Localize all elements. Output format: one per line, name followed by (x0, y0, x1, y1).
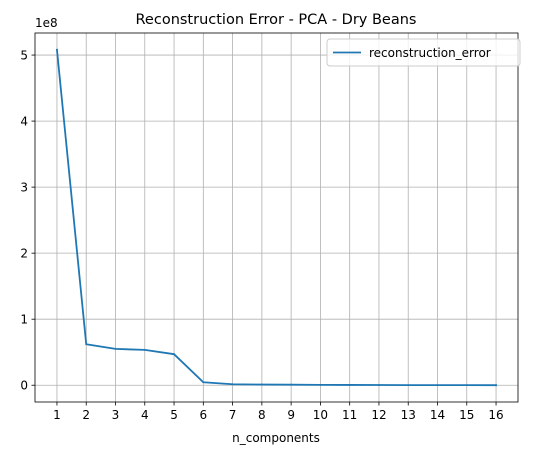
x-tick-label: 15 (459, 408, 474, 422)
legend-label: reconstruction_error (369, 46, 491, 60)
data-point (436, 384, 439, 386)
x-tick-label: 6 (199, 408, 207, 422)
data-point (465, 384, 468, 387)
x-tick-label: 5 (170, 408, 178, 422)
plot-lines (55, 48, 497, 387)
x-ticks: 1 2 3 4 5 6 7 8 9 10 11 12 13 14 15 16 (53, 402, 504, 422)
y-tick-label: 4 (20, 115, 28, 129)
data-point (85, 343, 88, 346)
data-point (495, 384, 497, 387)
data-point (378, 384, 380, 386)
data-point (407, 384, 410, 386)
data-point (290, 383, 293, 386)
x-tick-label: 12 (371, 408, 386, 422)
data-point (114, 348, 117, 350)
grid-lines (35, 33, 518, 402)
x-tick-label: 16 (488, 408, 503, 422)
y-offset-label: 1e8 (35, 16, 58, 30)
plot-frame (34, 32, 519, 403)
x-tick-label: 10 (313, 408, 328, 422)
x-tick-label: 14 (430, 408, 445, 422)
y-tick-label: 3 (20, 181, 28, 195)
data-point (231, 383, 234, 386)
x-tick-label: 2 (82, 408, 90, 422)
legend: reconstruction_error (326, 38, 521, 67)
series-line (55, 48, 497, 387)
x-tick-label: 11 (342, 408, 357, 422)
x-tick-label: 8 (258, 408, 266, 422)
data-point (173, 353, 175, 356)
data-point (202, 381, 205, 384)
data-point (260, 383, 263, 386)
x-tick-label: 4 (141, 408, 149, 422)
y-tick-label: 5 (20, 49, 28, 63)
x-tick-label: 3 (112, 408, 120, 422)
data-point (56, 48, 58, 51)
y-tick-label: 1 (20, 313, 28, 327)
legend-box (326, 38, 521, 67)
data-point (143, 348, 146, 351)
y-tick-label: 0 (20, 379, 28, 393)
data-point (319, 383, 322, 386)
data-point (348, 384, 351, 386)
x-tick-label: 9 (287, 408, 295, 422)
y-tick-label: 2 (20, 247, 28, 261)
x-tick-label: 1 (53, 408, 61, 422)
x-tick-label: 7 (229, 408, 237, 422)
chart-title: Reconstruction Error - PCA - Dry Beans (136, 12, 417, 28)
x-axis-label: n_components (232, 431, 320, 445)
y-ticks: 0 1 2 3 4 5 (20, 49, 35, 393)
x-tick-label: 13 (401, 408, 416, 422)
